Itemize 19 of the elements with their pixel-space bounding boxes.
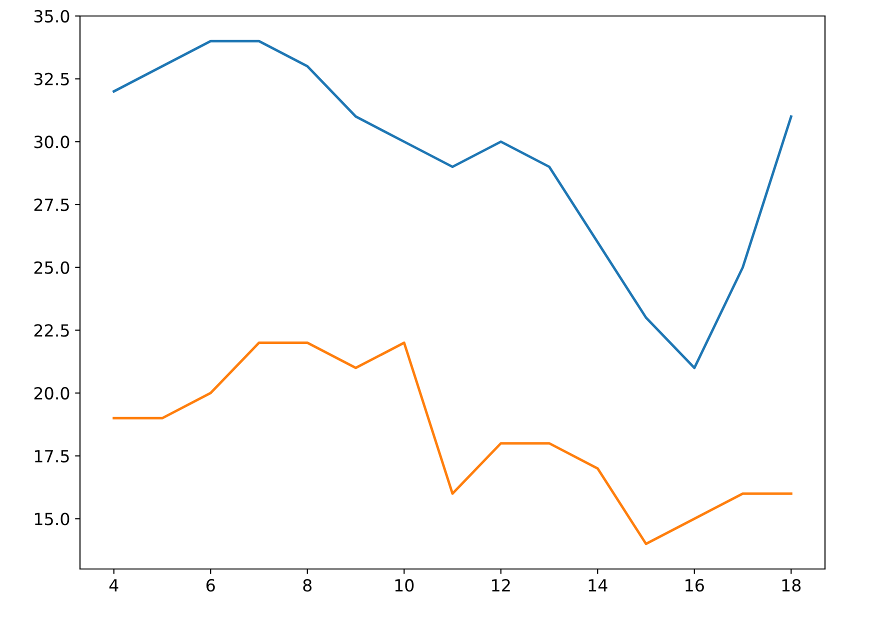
y-tick-label: 32.5 bbox=[34, 72, 69, 86]
x-tick-label: 4 bbox=[109, 579, 118, 592]
y-tick-label: 35.0 bbox=[34, 10, 70, 23]
x-tick-label: 18 bbox=[782, 579, 801, 592]
line-series bbox=[112, 342, 792, 546]
x-tick-label: 16 bbox=[686, 579, 704, 592]
x-tick-label: 8 bbox=[303, 579, 312, 592]
y-tick-label: 27.5 bbox=[34, 198, 69, 212]
y-tick-label: 15.0 bbox=[35, 512, 70, 526]
y-tick-label: 25.0 bbox=[34, 261, 70, 274]
line-series bbox=[112, 40, 792, 370]
x-tick-label: 10 bbox=[395, 579, 414, 592]
y-tick-label: 17.5 bbox=[35, 450, 69, 462]
x-tick-label: 14 bbox=[588, 579, 608, 592]
y-tick-label: 22.5 bbox=[34, 324, 69, 337]
x-tick-label: 6 bbox=[206, 579, 215, 592]
y-tick-label: 20.0 bbox=[34, 387, 70, 400]
y-tick-label: 30.0 bbox=[34, 136, 70, 148]
x-tick-label: 12 bbox=[492, 579, 510, 592]
